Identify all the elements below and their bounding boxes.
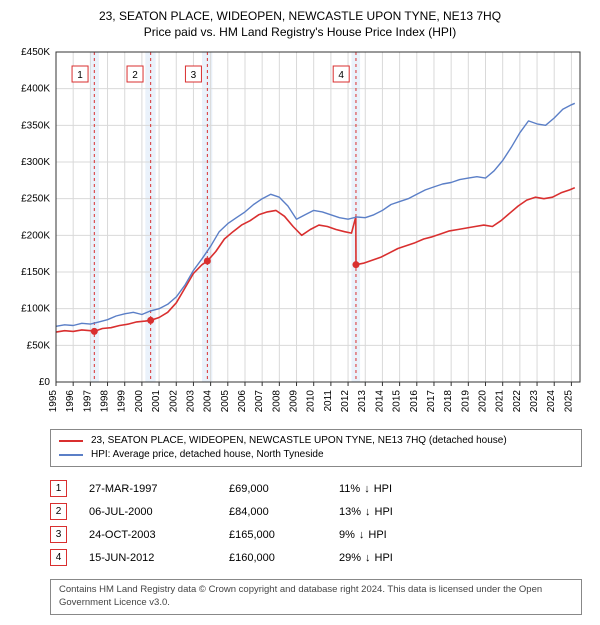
svg-text:2021: 2021 xyxy=(495,390,506,413)
event-date: 27-MAR-1997 xyxy=(89,483,229,495)
event-number: 3 xyxy=(50,526,67,543)
svg-text:2020: 2020 xyxy=(478,390,489,413)
sale-event-row: 1 27-MAR-1997£69,00011% ↓ HPI xyxy=(50,477,582,500)
sale-event-row: 2 06-JUL-2000£84,00013% ↓ HPI xyxy=(50,500,582,523)
svg-text:2015: 2015 xyxy=(392,390,403,413)
svg-text:£0: £0 xyxy=(39,377,51,388)
svg-text:2000: 2000 xyxy=(134,390,145,413)
legend-item: 23, SEATON PLACE, WIDEOPEN, NEWCASTLE UP… xyxy=(59,434,573,448)
svg-text:2013: 2013 xyxy=(357,390,368,413)
event-delta: 11% ↓ HPI xyxy=(339,483,392,495)
event-delta-suffix: HPI xyxy=(375,552,393,564)
svg-text:2011: 2011 xyxy=(323,390,334,412)
svg-text:2023: 2023 xyxy=(529,390,540,413)
down-arrow-icon: ↓ xyxy=(365,552,371,564)
svg-text:2004: 2004 xyxy=(203,390,214,413)
svg-text:£100K: £100K xyxy=(21,304,50,315)
sale-event-row: 4 15-JUN-2012£160,00029% ↓ HPI xyxy=(50,546,582,569)
footnote: Contains HM Land Registry data © Crown c… xyxy=(50,579,582,615)
svg-text:1: 1 xyxy=(77,70,83,81)
event-price: £160,000 xyxy=(229,552,339,564)
svg-text:2024: 2024 xyxy=(546,390,557,413)
svg-text:3: 3 xyxy=(191,70,197,81)
legend-label: HPI: Average price, detached house, Nort… xyxy=(91,448,324,462)
down-arrow-icon: ↓ xyxy=(365,506,371,518)
event-number: 2 xyxy=(50,503,67,520)
event-date: 15-JUN-2012 xyxy=(89,552,229,564)
event-delta: 9% ↓HPI xyxy=(339,529,387,541)
svg-text:1996: 1996 xyxy=(65,390,76,413)
svg-text:2012: 2012 xyxy=(340,390,351,413)
event-date: 24-OCT-2003 xyxy=(89,529,229,541)
chart-container: 23, SEATON PLACE, WIDEOPEN, NEWCASTLE UP… xyxy=(0,0,600,625)
svg-text:£450K: £450K xyxy=(21,47,50,58)
event-delta-suffix: HPI xyxy=(375,506,393,518)
svg-text:2008: 2008 xyxy=(271,390,282,413)
legend-label: 23, SEATON PLACE, WIDEOPEN, NEWCASTLE UP… xyxy=(91,434,507,448)
event-price: £84,000 xyxy=(229,506,339,518)
svg-text:£350K: £350K xyxy=(21,121,50,132)
event-number: 1 xyxy=(50,480,67,497)
event-date: 06-JUL-2000 xyxy=(89,506,229,518)
svg-text:2018: 2018 xyxy=(443,390,454,413)
down-arrow-icon: ↓ xyxy=(359,529,365,541)
svg-text:£300K: £300K xyxy=(21,157,50,168)
event-delta-pct: 9% xyxy=(339,529,355,541)
title-line-2: Price paid vs. HM Land Registry's House … xyxy=(12,24,588,40)
legend-swatch xyxy=(59,440,83,442)
svg-text:2016: 2016 xyxy=(409,390,420,413)
event-delta-suffix: HPI xyxy=(374,483,392,495)
chart-title: 23, SEATON PLACE, WIDEOPEN, NEWCASTLE UP… xyxy=(12,8,588,40)
legend-item: HPI: Average price, detached house, Nort… xyxy=(59,448,573,462)
svg-text:2007: 2007 xyxy=(254,390,265,413)
svg-text:1997: 1997 xyxy=(82,390,93,413)
svg-text:£50K: £50K xyxy=(27,341,51,352)
svg-text:1998: 1998 xyxy=(100,390,111,413)
event-delta: 29% ↓ HPI xyxy=(339,552,393,564)
svg-text:2: 2 xyxy=(132,70,138,81)
svg-text:2003: 2003 xyxy=(185,390,196,413)
svg-text:1999: 1999 xyxy=(117,390,128,413)
svg-text:2005: 2005 xyxy=(220,390,231,413)
svg-text:2001: 2001 xyxy=(151,390,162,413)
event-delta-pct: 13% xyxy=(339,506,361,518)
svg-text:1995: 1995 xyxy=(48,390,59,413)
svg-text:4: 4 xyxy=(338,70,344,81)
event-number: 4 xyxy=(50,549,67,566)
sale-event-row: 3 24-OCT-2003£165,0009% ↓HPI xyxy=(50,523,582,546)
svg-text:2022: 2022 xyxy=(512,390,523,413)
title-line-1: 23, SEATON PLACE, WIDEOPEN, NEWCASTLE UP… xyxy=(12,8,588,24)
event-delta-pct: 29% xyxy=(339,552,361,564)
price-chart: £0 £50K £100K £150K £200K £250K £300K £350K £400… xyxy=(12,44,588,419)
svg-text:2014: 2014 xyxy=(374,390,385,413)
event-price: £165,000 xyxy=(229,529,339,541)
svg-text:2002: 2002 xyxy=(168,390,179,413)
svg-text:2019: 2019 xyxy=(460,390,471,413)
chart-svg: £0 £50K £100K £150K £200K £250K £300K £350K £400… xyxy=(12,44,588,419)
event-price: £69,000 xyxy=(229,483,339,495)
event-delta: 13% ↓ HPI xyxy=(339,506,393,518)
svg-text:2025: 2025 xyxy=(563,390,574,413)
svg-text:£150K: £150K xyxy=(21,267,50,278)
sale-events-table: 127-MAR-1997£69,00011%↓HPI206-JUL-2000£8… xyxy=(50,477,582,569)
event-delta-pct: 11% xyxy=(339,483,360,495)
svg-text:£250K: £250K xyxy=(21,194,50,205)
down-arrow-icon: ↓ xyxy=(364,483,370,495)
svg-text:£400K: £400K xyxy=(21,84,50,95)
legend-swatch xyxy=(59,454,83,456)
svg-text:2017: 2017 xyxy=(426,390,437,413)
svg-text:2009: 2009 xyxy=(289,390,300,413)
svg-text:£200K: £200K xyxy=(21,231,50,242)
footnote-text: Contains HM Land Registry data © Crown c… xyxy=(59,584,542,608)
event-delta-suffix: HPI xyxy=(368,529,386,541)
svg-text:2010: 2010 xyxy=(306,390,317,413)
legend: 23, SEATON PLACE, WIDEOPEN, NEWCASTLE UP… xyxy=(50,429,582,467)
svg-text:2006: 2006 xyxy=(237,390,248,413)
